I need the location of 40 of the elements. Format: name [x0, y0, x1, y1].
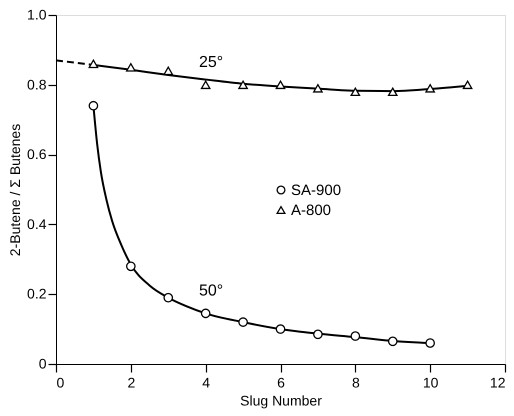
annotation: 25° [198, 54, 224, 71]
point [163, 292, 174, 303]
x-tick-label: 8 [352, 374, 360, 390]
point [126, 261, 136, 272]
y-tick-label: 0.8 [27, 76, 47, 92]
point [388, 336, 398, 346]
y-tick-label: 0.6 [27, 146, 47, 162]
point [238, 317, 248, 327]
point [425, 84, 435, 93]
y-tick-label: 0.4 [27, 216, 47, 232]
y-tick-label: 0 [38, 356, 47, 372]
point [425, 338, 435, 348]
point [200, 80, 210, 90]
annotation: 50° [198, 282, 224, 300]
x-tick-label: 12 [490, 374, 506, 390]
point [163, 66, 174, 76]
point [200, 308, 210, 318]
x-axis-title: Slug Number [240, 392, 322, 408]
point [313, 330, 323, 340]
point [350, 88, 360, 96]
y-tick-label: 1.0 [27, 6, 47, 22]
point [313, 84, 323, 93]
x-tick-label: 2 [127, 374, 136, 390]
point [462, 80, 472, 90]
y-axis-title: 2-Butene / Σ Butenes [7, 124, 24, 256]
point [88, 100, 98, 111]
y-tick-label: 0.2 [27, 286, 47, 302]
x-tick-label: 4 [202, 374, 210, 390]
x-tick-label: 10 [422, 374, 439, 390]
x-tick-label: 0 [56, 374, 64, 390]
point [350, 331, 360, 341]
point [388, 88, 398, 96]
point [276, 80, 286, 90]
point [276, 324, 286, 334]
point [238, 80, 248, 90]
x-tick-label: 6 [277, 374, 286, 390]
point [126, 63, 136, 72]
legend-label: SA-900 [291, 182, 342, 199]
point [88, 60, 98, 68]
legend-label: A-800 [291, 202, 332, 219]
